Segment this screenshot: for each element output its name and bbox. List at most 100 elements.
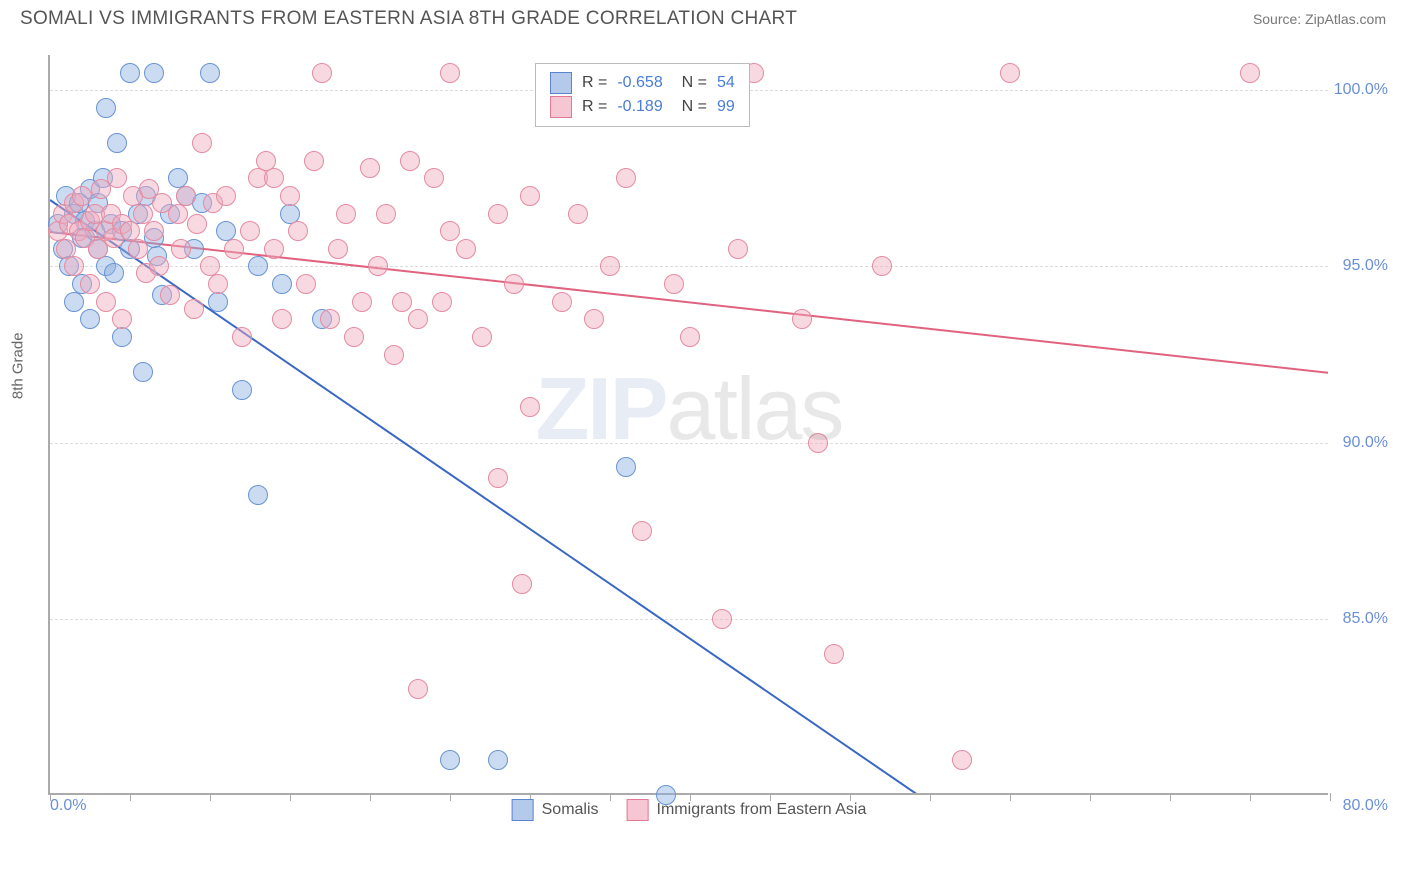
y-axis-labels: 85.0%90.0%95.0%100.0% — [1333, 55, 1388, 793]
data-point — [352, 292, 372, 312]
data-point — [824, 644, 844, 664]
stat-n-label: N = — [673, 74, 707, 92]
data-point — [400, 151, 420, 171]
data-point — [368, 256, 388, 276]
data-point — [872, 256, 892, 276]
stat-n-value: 54 — [717, 74, 735, 92]
data-point — [216, 186, 236, 206]
data-point — [680, 327, 700, 347]
data-point — [664, 274, 684, 294]
data-point — [328, 239, 348, 259]
data-point — [424, 168, 444, 188]
legend-swatch — [627, 799, 649, 821]
x-label-min: 0.0% — [50, 797, 86, 815]
data-point — [240, 221, 260, 241]
data-point — [128, 239, 148, 259]
data-point — [187, 214, 207, 234]
data-point — [232, 327, 252, 347]
data-point — [168, 204, 188, 224]
x-tick — [50, 793, 51, 801]
data-point — [272, 274, 292, 294]
data-point — [432, 292, 452, 312]
data-point — [440, 63, 460, 83]
data-point — [144, 63, 164, 83]
data-point — [208, 274, 228, 294]
data-point — [272, 309, 292, 329]
legend-item: Immigrants from Eastern Asia — [627, 799, 867, 821]
legend-swatch — [550, 96, 572, 118]
data-point — [96, 292, 116, 312]
stat-r-value: -0.658 — [617, 74, 662, 92]
x-tick — [130, 793, 131, 801]
stat-r-label: R = — [582, 98, 607, 116]
data-point — [488, 750, 508, 770]
data-point — [224, 239, 244, 259]
data-point — [472, 327, 492, 347]
x-tick — [1330, 793, 1331, 801]
data-point — [64, 256, 84, 276]
legend-label: Somalis — [542, 801, 599, 819]
x-tick — [290, 793, 291, 801]
source-name: ZipAtlas.com — [1305, 11, 1386, 27]
legend-stats-row: R =-0.658 N =54 — [550, 72, 735, 94]
x-tick — [450, 793, 451, 801]
x-label-max: 80.0% — [1343, 797, 1388, 815]
data-point — [808, 433, 828, 453]
data-point — [107, 133, 127, 153]
data-point — [440, 750, 460, 770]
data-point — [176, 186, 196, 206]
data-point — [952, 750, 972, 770]
data-point — [80, 309, 100, 329]
data-point — [520, 186, 540, 206]
data-point — [133, 362, 153, 382]
stat-r-value: -0.189 — [617, 98, 662, 116]
data-point — [504, 274, 524, 294]
x-tick — [370, 793, 371, 801]
data-point — [264, 168, 284, 188]
data-point — [107, 168, 127, 188]
data-point — [728, 239, 748, 259]
data-point — [584, 309, 604, 329]
legend-label: Immigrants from Eastern Asia — [657, 801, 867, 819]
data-point — [288, 221, 308, 241]
source-prefix: Source: — [1253, 11, 1305, 27]
data-point — [616, 168, 636, 188]
data-point — [96, 98, 116, 118]
data-point — [600, 256, 620, 276]
data-point — [384, 345, 404, 365]
data-point — [616, 457, 636, 477]
points-layer — [50, 55, 1328, 793]
data-point — [1240, 63, 1260, 83]
data-point — [344, 327, 364, 347]
legend-swatch — [550, 72, 572, 94]
data-point — [104, 263, 124, 283]
y-tick-label: 85.0% — [1343, 610, 1388, 628]
data-point — [392, 292, 412, 312]
data-point — [184, 299, 204, 319]
data-point — [296, 274, 316, 294]
data-point — [792, 309, 812, 329]
data-point — [336, 204, 356, 224]
legend-stats-box: R =-0.658 N =54R =-0.189 N =99 — [535, 63, 750, 127]
data-point — [376, 204, 396, 224]
data-point — [488, 204, 508, 224]
data-point — [1000, 63, 1020, 83]
stat-n-value: 99 — [717, 98, 735, 116]
x-tick — [1250, 793, 1251, 801]
legend-stats-row: R =-0.189 N =99 — [550, 96, 735, 118]
data-point — [520, 397, 540, 417]
data-point — [552, 292, 572, 312]
data-point — [408, 679, 428, 699]
legend-item: Somalis — [512, 799, 599, 821]
chart-title: SOMALI VS IMMIGRANTS FROM EASTERN ASIA 8… — [20, 8, 797, 30]
data-point — [488, 468, 508, 488]
data-point — [112, 309, 132, 329]
data-point — [264, 239, 284, 259]
data-point — [456, 239, 476, 259]
data-point — [280, 186, 300, 206]
data-point — [80, 274, 100, 294]
data-point — [712, 609, 732, 629]
data-point — [632, 521, 652, 541]
data-point — [360, 158, 380, 178]
data-point — [160, 285, 180, 305]
